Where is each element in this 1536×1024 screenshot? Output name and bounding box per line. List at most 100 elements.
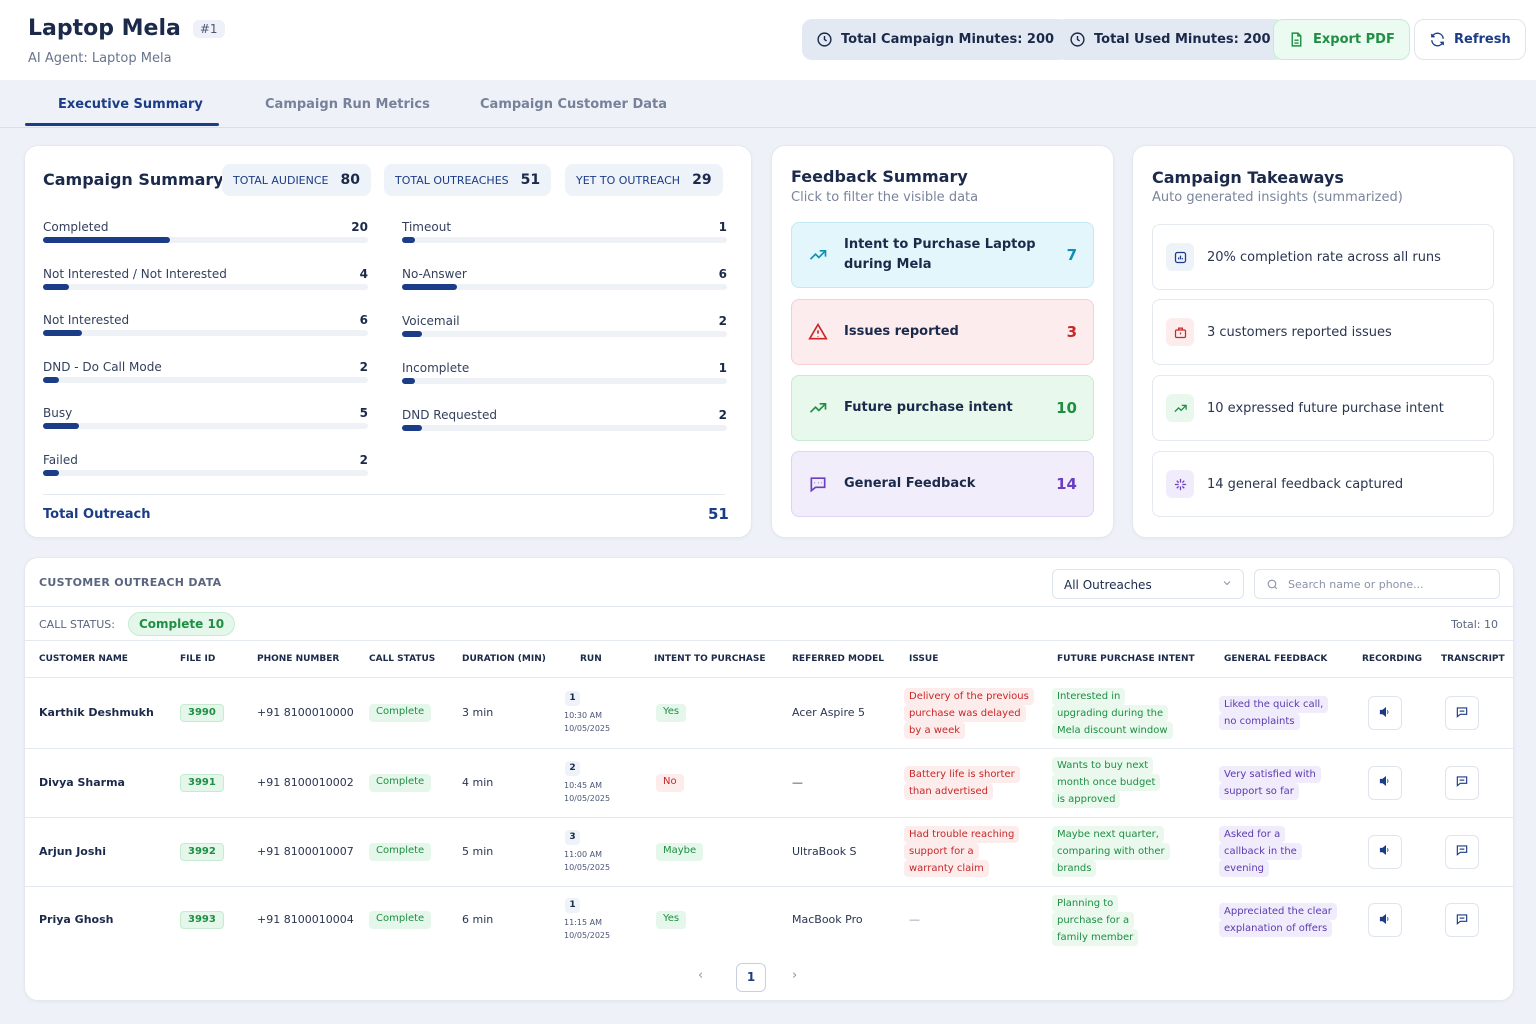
total-used-minutes-badge: Total Used Minutes: 200	[1055, 19, 1285, 60]
takeaway-item: 3 customers reported issues	[1152, 299, 1494, 365]
campaign-summary-card	[24, 145, 752, 538]
metric-value: 4	[359, 266, 368, 281]
metric-value: 2	[718, 408, 727, 422]
divider	[43, 494, 725, 495]
sparkle-icon	[1166, 470, 1194, 498]
future-intent-text: Maybe next quarter,	[1052, 826, 1164, 843]
run-date: 10/05/2025	[564, 724, 611, 733]
progress-fill	[43, 376, 60, 383]
play-recording-button[interactable]	[1368, 834, 1402, 869]
column-header: RUN	[580, 654, 602, 664]
phone-number: +91 8100010004	[257, 913, 354, 926]
feedback-count: 7	[1066, 246, 1077, 264]
feedback-filter-item[interactable]: Issues reported 3	[791, 299, 1094, 365]
call-status-badge: Complete	[369, 773, 432, 792]
search-placeholder: Search name or phone...	[1288, 578, 1424, 591]
view-transcript-button[interactable]	[1445, 765, 1479, 800]
view-transcript-button[interactable]	[1445, 903, 1479, 937]
progress-fill	[43, 283, 69, 290]
export-pdf-label: Export PDF	[1313, 32, 1395, 47]
general-feedback-text: Appreciated the clear	[1219, 903, 1337, 920]
tab-campaign-customer-data[interactable]: Campaign Customer Data	[480, 97, 668, 112]
view-transcript-button[interactable]	[1445, 834, 1479, 869]
clock-icon	[1070, 32, 1085, 47]
progress-fill	[43, 469, 60, 476]
metric-row: Timeout 1	[402, 220, 727, 243]
file-id-badge: 3993	[180, 911, 224, 929]
column-header: PHONE NUMBER	[257, 654, 340, 664]
metric-row: Not Interested / Not Interested 4	[43, 266, 368, 290]
feedback-filter-item[interactable]: Intent to Purchase Laptop during Mela 7	[791, 222, 1094, 288]
progress-fill	[43, 237, 170, 243]
search-input[interactable]: Search name or phone...	[1254, 569, 1500, 599]
metric-value: 1	[718, 220, 727, 234]
column-header: FUTURE PURCHASE INTENT	[1057, 654, 1195, 664]
play-recording-button[interactable]	[1368, 765, 1402, 800]
feedback-filter-item[interactable]: General Feedback 14	[791, 451, 1094, 517]
view-transcript-button[interactable]	[1445, 696, 1479, 730]
progress-fill	[402, 237, 415, 243]
general-feedback-text: callback in the	[1219, 843, 1302, 860]
tab-executive-summary[interactable]: Executive Summary	[58, 97, 203, 112]
future-intent-text: comparing with other	[1052, 843, 1170, 860]
issue-text: —	[909, 913, 920, 926]
general-feedback-text: Asked for a	[1219, 826, 1286, 843]
current-page-button[interactable]: 1	[736, 963, 766, 992]
general-feedback-text: explanation of offers	[1219, 920, 1333, 937]
previous-page-button[interactable]: ‹	[698, 968, 704, 983]
future-intent-text: Mela discount window	[1052, 721, 1173, 739]
future-intent-text: Planning to	[1052, 894, 1119, 912]
column-header: RECORDING	[1362, 654, 1423, 664]
run-date: 10/05/2025	[564, 862, 611, 872]
top-bar: Laptop Mela #1 AI Agent: Laptop Mela Tot…	[0, 0, 1536, 80]
feedback-label: Future purchase intent	[844, 400, 1013, 415]
customer-name: Divya Sharma	[39, 775, 125, 789]
trending-up-icon	[808, 245, 828, 265]
message-icon	[808, 474, 828, 494]
progress-track	[402, 237, 727, 243]
metric-label: Failed	[43, 452, 78, 467]
metric-label: DND - Do Call Mode	[43, 359, 162, 374]
issue-text: purchase was delayed	[904, 704, 1026, 722]
file-icon	[1291, 32, 1302, 47]
general-feedback-text: support so far	[1219, 782, 1299, 800]
play-recording-button[interactable]	[1368, 903, 1402, 937]
future-intent-text: Interested in	[1052, 687, 1126, 705]
yet-to-outreach-stat: YET TO OUTREACH 29	[565, 164, 723, 196]
play-recording-button[interactable]	[1368, 696, 1402, 730]
refresh-button[interactable]: Refresh	[1414, 19, 1526, 60]
chevron-down-icon	[1223, 581, 1231, 586]
issue-text: Had trouble reaching	[904, 826, 1020, 843]
metric-label: Busy	[43, 406, 73, 420]
future-intent-text: Wants to buy next	[1052, 757, 1154, 774]
takeaway-text: 3 customers reported issues	[1207, 324, 1392, 340]
tab-campaign-run-metrics[interactable]: Campaign Run Metrics	[265, 97, 430, 112]
intent-badge: Maybe	[656, 842, 704, 861]
progress-track	[402, 378, 727, 384]
call-status-badge: Complete	[369, 704, 432, 722]
metric-row: Busy 5	[43, 406, 368, 429]
intent-badge: Yes	[656, 911, 687, 929]
transcript-icon	[1455, 911, 1469, 930]
file-id-badge: 3992	[180, 842, 224, 861]
chart-icon	[1166, 243, 1194, 271]
call-status-badge: Complete	[369, 911, 432, 929]
issue-text: by a week	[904, 721, 966, 739]
takeaway-item: 14 general feedback captured	[1152, 451, 1494, 517]
intent-badge: No	[656, 773, 684, 792]
metric-value: 2	[359, 452, 368, 467]
search-icon	[1267, 579, 1278, 590]
transcript-icon	[1455, 773, 1469, 792]
feedback-filter-item[interactable]: Future purchase intent 10	[791, 375, 1094, 441]
future-intent-text: upgrading during the	[1052, 704, 1169, 722]
call-status-filter-badge[interactable]: Complete 10	[128, 612, 236, 636]
phone-number: +91 8100010007	[257, 844, 354, 858]
divider	[25, 606, 1513, 607]
next-page-button[interactable]: ›	[792, 968, 798, 983]
clock-icon	[817, 32, 832, 47]
outreach-filter-select[interactable]: All Outreaches	[1052, 569, 1244, 599]
tab-bar: Executive Summary Campaign Run Metrics C…	[0, 80, 1536, 128]
export-pdf-button[interactable]: Export PDF	[1273, 19, 1410, 60]
agent-subtitle: AI Agent: Laptop Mela	[28, 51, 172, 66]
general-feedback-text: Liked the quick call,	[1219, 696, 1329, 713]
